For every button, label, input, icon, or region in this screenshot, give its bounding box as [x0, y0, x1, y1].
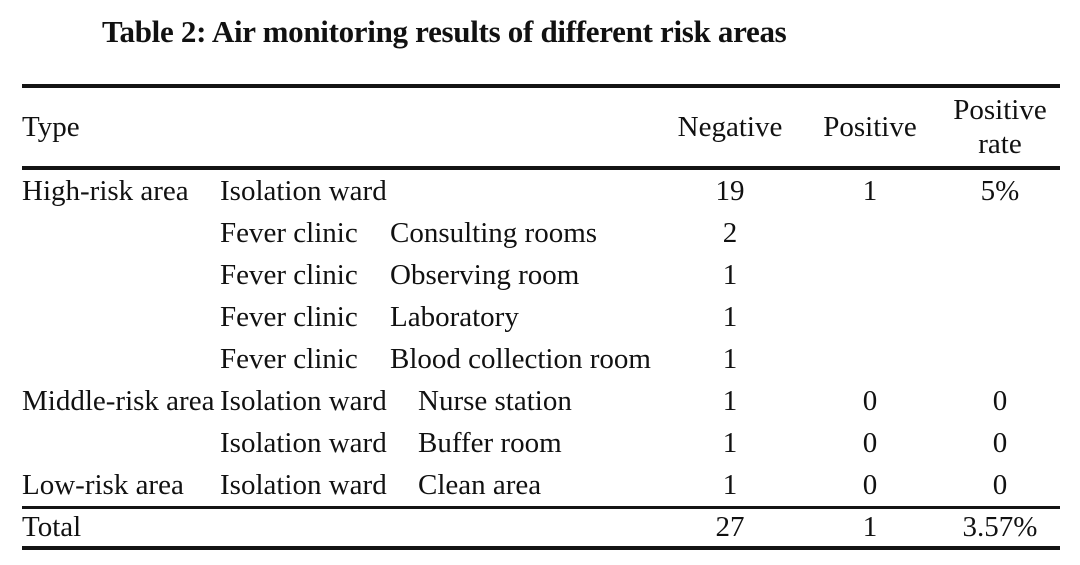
total-negative: 27: [715, 511, 745, 543]
cell-negative: 19: [715, 174, 745, 207]
cell-rate: 0: [992, 468, 1008, 501]
cell-negative: 1: [722, 258, 738, 291]
cell-room: Clean area: [418, 468, 542, 501]
cell-location: Fever clinic: [220, 216, 358, 249]
cell-positive: 0: [862, 468, 878, 501]
header-type: Type: [22, 110, 80, 143]
cell-positive: 0: [862, 426, 878, 459]
table-row: Fever clinic Laboratory 1: [22, 296, 1060, 338]
header-positive-rate-line1: Positive: [953, 94, 1047, 126]
cell-negative: 1: [722, 300, 738, 333]
cell-room: Buffer room: [418, 426, 562, 459]
cell-negative: 1: [722, 468, 738, 501]
table-row: Fever clinic Blood collection room 1: [22, 338, 1060, 380]
table-caption: Table 2: Air monitoring results of diffe…: [102, 14, 787, 49]
cell-location: Fever clinic: [220, 258, 358, 291]
total-rate: 3.57%: [962, 511, 1038, 543]
cell-positive: 1: [862, 174, 878, 207]
cell-rate: 5%: [980, 174, 1020, 207]
header-positive-rate-line2: rate: [978, 128, 1022, 160]
cell-room: Blood collection room: [390, 342, 651, 375]
cell-rate: 0: [992, 384, 1008, 417]
table-bottom-rule: [22, 546, 1060, 550]
table-header-row: Type Negative Positive Positive rate: [22, 88, 1060, 166]
cell-room: Nurse station: [418, 384, 572, 417]
table-row: Middle-risk area Isolation ward Nurse st…: [22, 380, 1060, 422]
table-header-rule: [22, 166, 1060, 170]
cell-risk: Middle-risk area: [22, 384, 215, 417]
table-row: Low-risk area Isolation ward Clean area …: [22, 464, 1060, 506]
table-row: Fever clinic Consulting rooms 2: [22, 212, 1060, 254]
table-total-row: Total 27 1 3.57%: [22, 509, 1060, 546]
cell-negative: 1: [722, 342, 738, 375]
cell-room: Laboratory: [390, 300, 519, 333]
cell-risk: High-risk area: [22, 174, 189, 207]
cell-negative: 1: [722, 384, 738, 417]
cell-positive: 0: [862, 384, 878, 417]
table-pretotal-rule: [22, 506, 1060, 509]
header-positive-rate: Positive rate: [940, 93, 1060, 161]
cell-location: Isolation ward: [220, 384, 387, 417]
cell-location: Isolation ward: [220, 426, 387, 459]
cell-location: Fever clinic: [220, 342, 358, 375]
cell-location: Isolation ward: [220, 468, 387, 501]
header-positive: Positive: [823, 110, 917, 143]
table-row: Fever clinic Observing room 1: [22, 254, 1060, 296]
cell-negative: 1: [722, 426, 738, 459]
air-monitoring-table: Type Negative Positive Positive rate Hig…: [22, 84, 1060, 550]
table-row: Isolation ward Buffer room 1 0 0: [22, 422, 1060, 464]
cell-risk: Low-risk area: [22, 468, 184, 501]
cell-location: Fever clinic: [220, 300, 358, 333]
table-top-rule: [22, 84, 1060, 88]
cell-rate: 0: [992, 426, 1008, 459]
header-negative: Negative: [677, 110, 783, 143]
cell-room: Observing room: [390, 258, 580, 291]
total-positive: 1: [862, 511, 878, 543]
total-label: Total: [22, 511, 82, 543]
cell-room: Consulting rooms: [390, 216, 598, 249]
table-row: High-risk area Isolation ward 19 1 5%: [22, 170, 1060, 212]
cell-negative: 2: [722, 216, 738, 249]
cell-location: Isolation ward: [220, 174, 387, 207]
